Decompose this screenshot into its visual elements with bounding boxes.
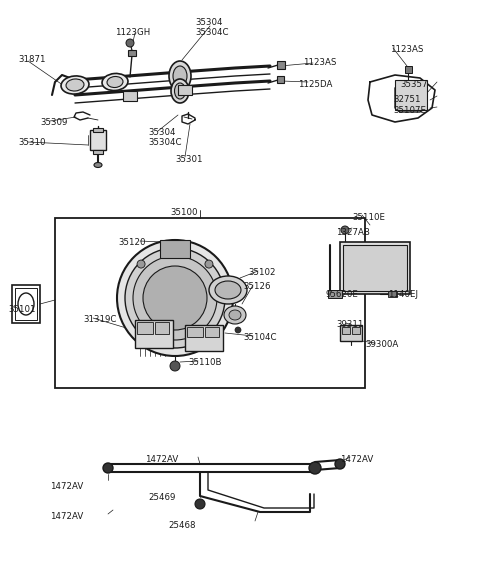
Text: 35100: 35100 (170, 208, 197, 217)
Circle shape (133, 256, 217, 340)
Circle shape (235, 327, 241, 333)
Bar (93, 128, 103, 132)
Text: 32751: 32751 (393, 95, 420, 104)
Circle shape (341, 226, 349, 234)
Circle shape (205, 328, 213, 336)
Ellipse shape (169, 61, 191, 91)
Circle shape (335, 459, 345, 469)
Bar (352, 327, 360, 334)
Circle shape (309, 462, 321, 474)
Bar (388, 291, 397, 297)
Bar (135, 320, 173, 348)
Bar (178, 85, 192, 95)
Bar (340, 242, 410, 294)
Bar (160, 240, 190, 258)
Ellipse shape (66, 79, 84, 91)
Circle shape (117, 240, 233, 356)
Circle shape (103, 463, 113, 473)
Bar (328, 290, 342, 298)
Text: 35357: 35357 (400, 80, 428, 89)
Ellipse shape (209, 276, 247, 304)
Text: 1472AV: 1472AV (50, 512, 83, 521)
Ellipse shape (224, 306, 246, 324)
Circle shape (126, 39, 134, 47)
Text: 35110B: 35110B (188, 358, 221, 367)
Text: 39300A: 39300A (365, 340, 398, 349)
Bar (90, 130, 106, 150)
Text: 1327AB: 1327AB (336, 228, 370, 237)
Text: 35107E: 35107E (393, 106, 426, 115)
Text: 31871: 31871 (18, 55, 46, 64)
Text: 31319C: 31319C (83, 315, 116, 324)
Bar (137, 322, 153, 334)
Bar (123, 91, 137, 101)
Text: 1123AS: 1123AS (390, 45, 423, 54)
Text: 35301: 35301 (175, 155, 203, 164)
Bar (128, 50, 136, 56)
Bar (185, 325, 223, 351)
Text: 35101: 35101 (8, 305, 36, 314)
Text: 35110E: 35110E (352, 213, 385, 222)
Circle shape (125, 248, 225, 348)
Text: 1472AV: 1472AV (340, 455, 373, 464)
Circle shape (137, 328, 145, 336)
Text: 1472AV: 1472AV (145, 455, 178, 464)
Bar (395, 80, 427, 110)
Bar (55, 218, 365, 388)
Bar (93, 150, 103, 154)
Text: 25468: 25468 (168, 521, 195, 530)
Circle shape (205, 260, 213, 268)
Text: 25469: 25469 (148, 493, 175, 502)
Circle shape (170, 361, 180, 371)
Text: 35104C: 35104C (243, 333, 276, 342)
Ellipse shape (229, 310, 241, 320)
Text: 35304C: 35304C (148, 138, 181, 147)
Text: 1472AV: 1472AV (50, 482, 83, 491)
Circle shape (143, 266, 207, 330)
Ellipse shape (61, 76, 89, 94)
Bar (340, 325, 362, 341)
Circle shape (195, 499, 205, 509)
Bar (277, 61, 285, 69)
Text: 95620E: 95620E (326, 290, 359, 299)
Text: 1123GH: 1123GH (115, 28, 150, 37)
Ellipse shape (102, 73, 128, 91)
Ellipse shape (173, 66, 187, 86)
Text: 35120: 35120 (118, 238, 145, 247)
Text: 35126: 35126 (243, 282, 271, 291)
Bar (342, 327, 350, 334)
Bar (343, 245, 407, 291)
Text: 1125DA: 1125DA (298, 80, 332, 89)
Bar (205, 327, 219, 337)
Text: 35310: 35310 (18, 138, 46, 147)
Bar (187, 327, 203, 337)
Ellipse shape (107, 77, 123, 87)
Text: 1123AS: 1123AS (303, 58, 336, 67)
Text: 1140EJ: 1140EJ (388, 290, 418, 299)
Ellipse shape (215, 281, 241, 299)
Text: 35304C: 35304C (195, 28, 228, 37)
Ellipse shape (94, 162, 102, 168)
Circle shape (137, 260, 145, 268)
Text: 39311: 39311 (336, 320, 363, 329)
Text: 35304: 35304 (148, 128, 176, 137)
Bar (405, 66, 412, 73)
Bar (15, 288, 37, 320)
Text: 35304: 35304 (195, 18, 223, 27)
Bar (277, 76, 284, 83)
Ellipse shape (175, 83, 185, 99)
Text: 35102: 35102 (248, 268, 276, 277)
Bar (12, 285, 40, 323)
Ellipse shape (171, 79, 189, 103)
Bar (155, 322, 169, 334)
Text: 35309: 35309 (40, 118, 67, 127)
